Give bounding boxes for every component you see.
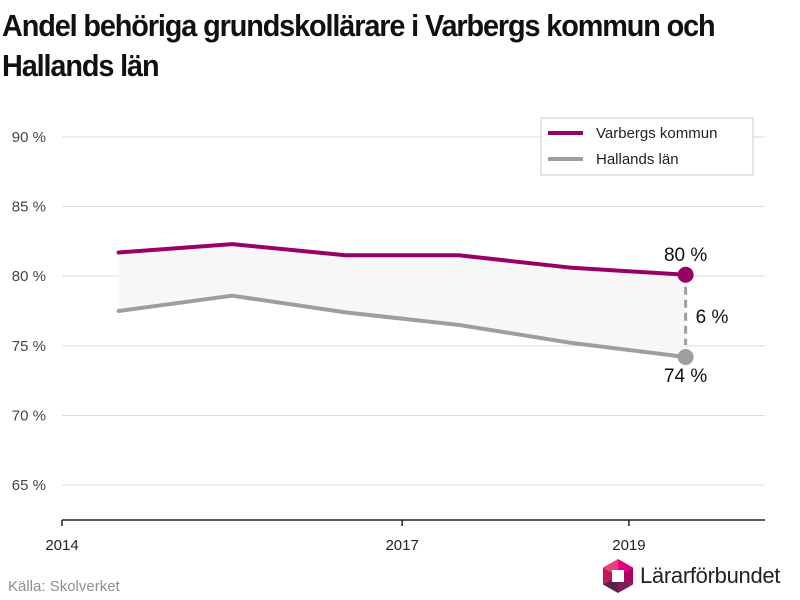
y-tick-label: 85 %	[12, 199, 46, 216]
series-line	[116, 293, 688, 359]
difference-label: 6 %	[696, 307, 729, 328]
halland-end-label: 74 %	[664, 366, 707, 387]
x-axis: 2014 2017 2019	[45, 519, 765, 554]
y-tick-label: 80 %	[12, 268, 46, 285]
series-line	[116, 242, 688, 277]
y-tick-label: 75 %	[12, 338, 46, 355]
legend-label: Hallands län	[596, 151, 679, 168]
varberg-end-point	[677, 266, 694, 283]
x-tick-label: 2019	[612, 537, 645, 554]
brand-name: Lärarförbundet	[640, 563, 781, 588]
end-annotations: 80 % 74 % 6 %	[664, 245, 729, 387]
chart-title: Andel behöriga grundskollärare i Varberg…	[2, 8, 716, 83]
y-tick-label: 90 %	[12, 129, 46, 146]
legend: Varbergs kommun Hallands län	[540, 117, 754, 176]
y-tick-label: 70 %	[12, 408, 46, 425]
series-lines	[116, 242, 688, 359]
brand-logo: Lärarförbundet	[601, 558, 780, 594]
lararforbundet-logo-icon	[603, 559, 633, 593]
source-note: Källa: Skolverket	[8, 578, 120, 595]
varberg-end-label: 80 %	[664, 245, 707, 266]
x-tick-label: 2017	[385, 537, 418, 554]
x-tick-label: 2014	[45, 537, 78, 554]
legend-label: Varbergs kommun	[596, 125, 717, 142]
gap-area	[118, 244, 686, 357]
halland-end-point	[677, 348, 694, 365]
y-axis-tick-labels: 65 % 70 % 75 % 80 % 85 % 90 %	[12, 129, 46, 494]
y-tick-label: 65 %	[12, 477, 46, 494]
legend-box	[540, 117, 754, 176]
